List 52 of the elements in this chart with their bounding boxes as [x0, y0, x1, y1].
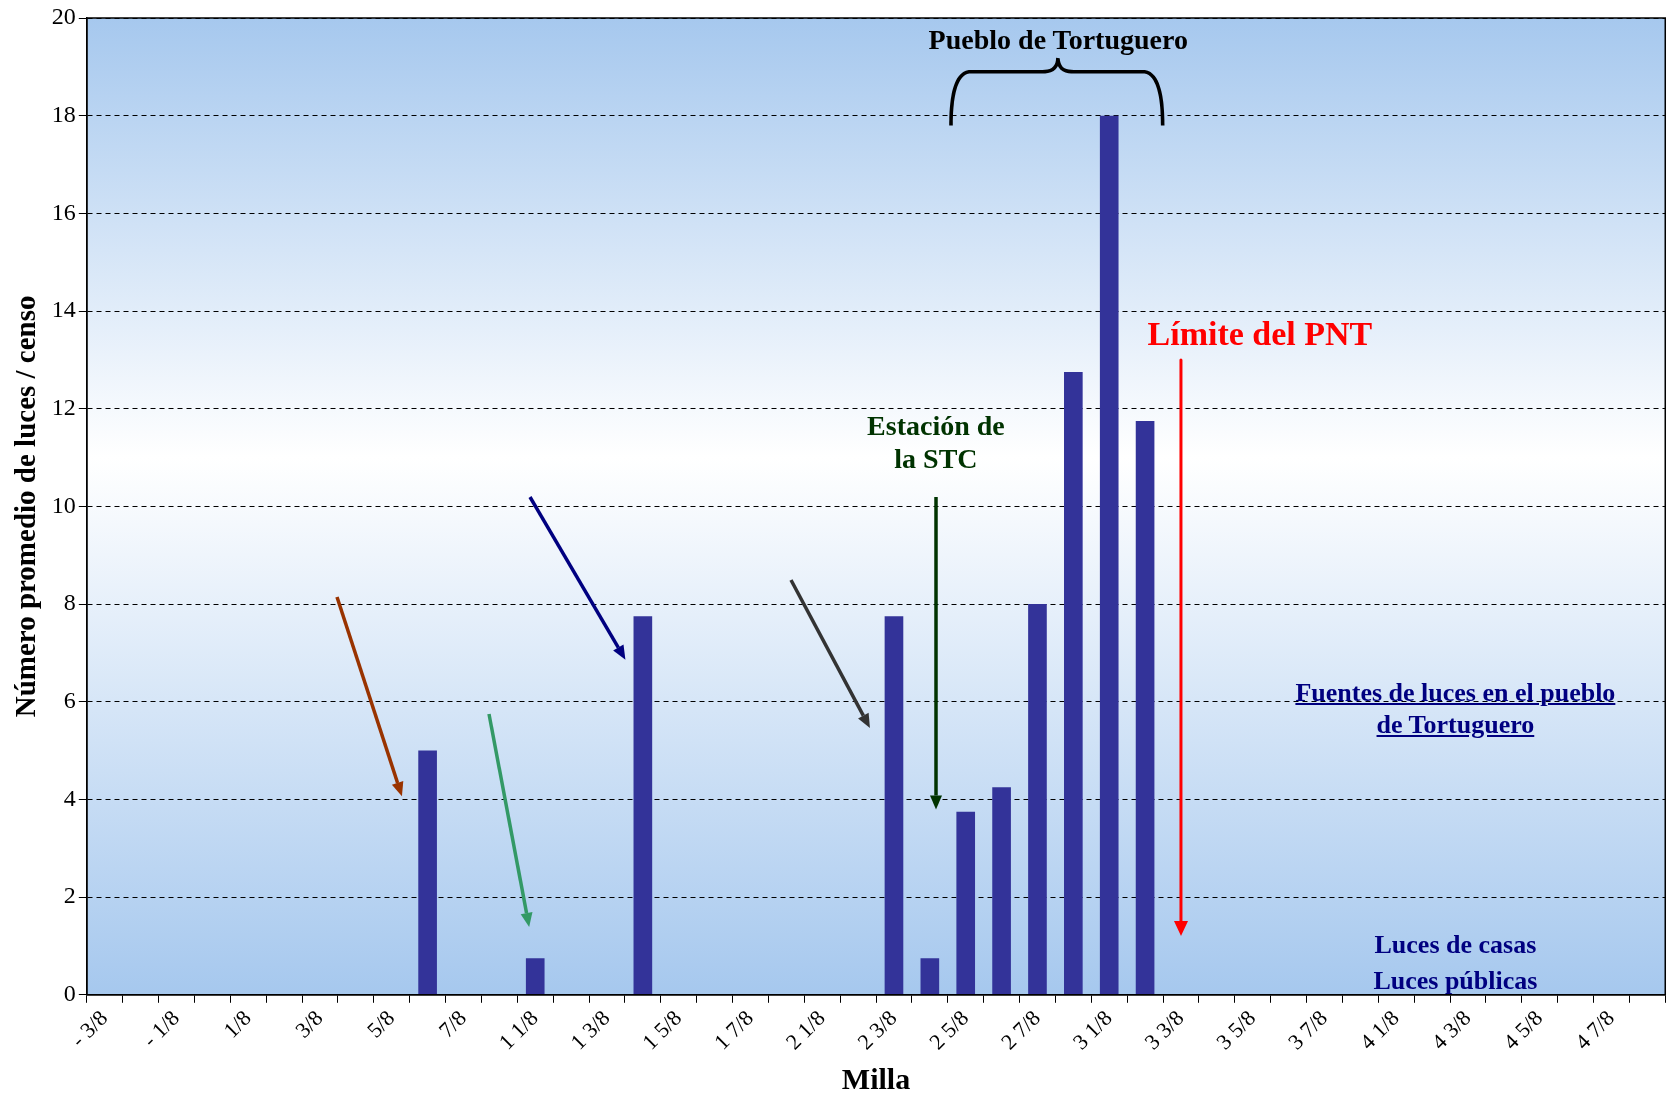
- annotation: Luces públicas: [1372, 965, 1539, 997]
- annotation: Fuentes de luces en el pueblo de Tortuguero: [1294, 677, 1617, 740]
- y-tick-label: 6: [63, 687, 76, 714]
- bar: [920, 958, 940, 995]
- bar: [992, 787, 1011, 995]
- y-tick-label: 14: [51, 296, 76, 323]
- ref-line-label: Límite del PNT: [1147, 315, 1373, 353]
- y-tick-label: 20: [51, 3, 76, 30]
- x-tick-label: 1 7/8: [708, 1005, 759, 1055]
- x-tick-label: 2 5/8: [924, 1005, 974, 1055]
- y-tick-label: 12: [51, 394, 76, 421]
- x-tick-label: 1/8: [218, 1005, 256, 1043]
- y-tick-label: 18: [51, 100, 76, 127]
- bar: [1135, 420, 1155, 995]
- bar: [1064, 372, 1083, 995]
- x-tick-label: 4 3/8: [1426, 1005, 1476, 1055]
- y-tick-label: 4: [63, 784, 76, 811]
- y-axis-title: Número promedio de luces / censo: [8, 295, 41, 718]
- x-tick-label: 1 5/8: [637, 1005, 687, 1055]
- x-tick-label: 4 7/8: [1569, 1005, 1620, 1055]
- x-tick-label: 4 5/8: [1498, 1005, 1548, 1055]
- x-tick-label: 1 3/8: [565, 1005, 615, 1055]
- x-tick-label: - 3/8: [65, 1005, 113, 1052]
- y-tick-label: 2: [63, 882, 76, 909]
- bar: [1028, 604, 1047, 995]
- x-tick-label: 3 1/8: [1067, 1005, 1117, 1055]
- bar: [525, 958, 545, 995]
- bar: [418, 750, 437, 995]
- x-tick-label: 2 1/8: [780, 1005, 830, 1055]
- annotation: Estación de la STC: [866, 408, 1006, 476]
- x-tick-label: - 1/8: [137, 1005, 185, 1052]
- x-tick-label: 2 7/8: [995, 1005, 1046, 1055]
- x-tick-label: 1 1/8: [493, 1005, 543, 1055]
- x-tick-label: 4 1/8: [1354, 1005, 1404, 1055]
- bar: [1099, 115, 1119, 995]
- bar: [633, 616, 653, 995]
- x-tick-label: 5/8: [361, 1005, 400, 1043]
- x-tick-label: 3 3/8: [1139, 1005, 1189, 1055]
- y-tick-label: 10: [51, 491, 76, 518]
- bar: [956, 811, 976, 995]
- x-tick-label: 3 5/8: [1211, 1005, 1261, 1055]
- bar: [884, 616, 904, 995]
- y-tick-label: 8: [63, 589, 76, 616]
- x-tick-label: 3 7/8: [1282, 1005, 1333, 1055]
- y-tick-label: 16: [51, 198, 76, 225]
- annotation: Luces de casas: [1373, 928, 1538, 961]
- x-tick-label: 7/8: [433, 1005, 472, 1043]
- x-tick-label: 2 3/8: [852, 1005, 902, 1055]
- x-tick-label: 3/8: [290, 1005, 328, 1043]
- annotation: Pueblo de Tortuguero: [927, 22, 1189, 57]
- y-tick-label: 0: [63, 980, 76, 1007]
- x-axis-title: Milla: [841, 1061, 911, 1095]
